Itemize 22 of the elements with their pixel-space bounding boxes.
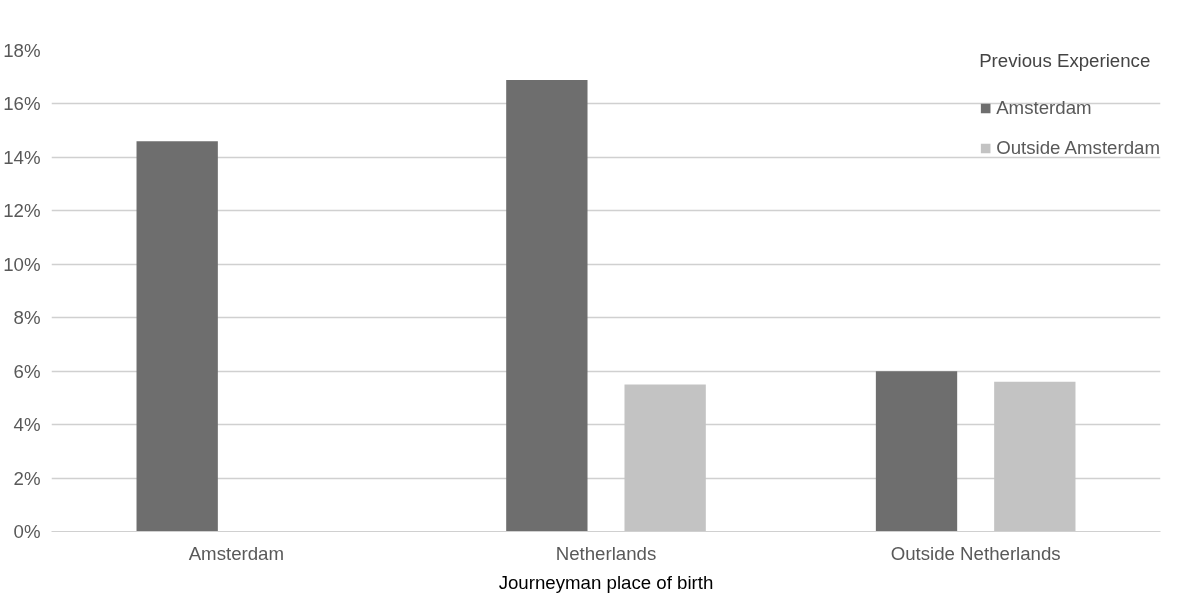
bar (994, 381, 1076, 532)
y-tick-label: 14% (3, 146, 41, 168)
y-tick-label: 16% (3, 93, 41, 115)
legend-title: Previous Experience (979, 50, 1152, 72)
bar (875, 371, 958, 532)
x-tick-label: Netherlands (555, 542, 657, 564)
y-tick-label: 4% (13, 414, 41, 436)
y-tick-label: 6% (13, 360, 41, 382)
x-tick-label: Amsterdam (188, 542, 285, 564)
bar (136, 141, 218, 532)
legend-label: Amsterdam (996, 97, 1092, 119)
bar (624, 384, 706, 532)
y-tick-label: 12% (3, 200, 41, 222)
y-tick-label: 10% (3, 253, 41, 275)
x-axis-title: Journeyman place of birth (498, 571, 714, 593)
x-tick-label: Outside Netherlands (890, 542, 1061, 564)
y-tick-label: 18% (3, 40, 41, 61)
y-tick-label: 0% (13, 521, 41, 542)
y-tick-label: 2% (13, 467, 41, 489)
legend-label: Outside Amsterdam (996, 137, 1160, 159)
bar (506, 79, 588, 532)
y-tick-label: 8% (13, 307, 41, 329)
